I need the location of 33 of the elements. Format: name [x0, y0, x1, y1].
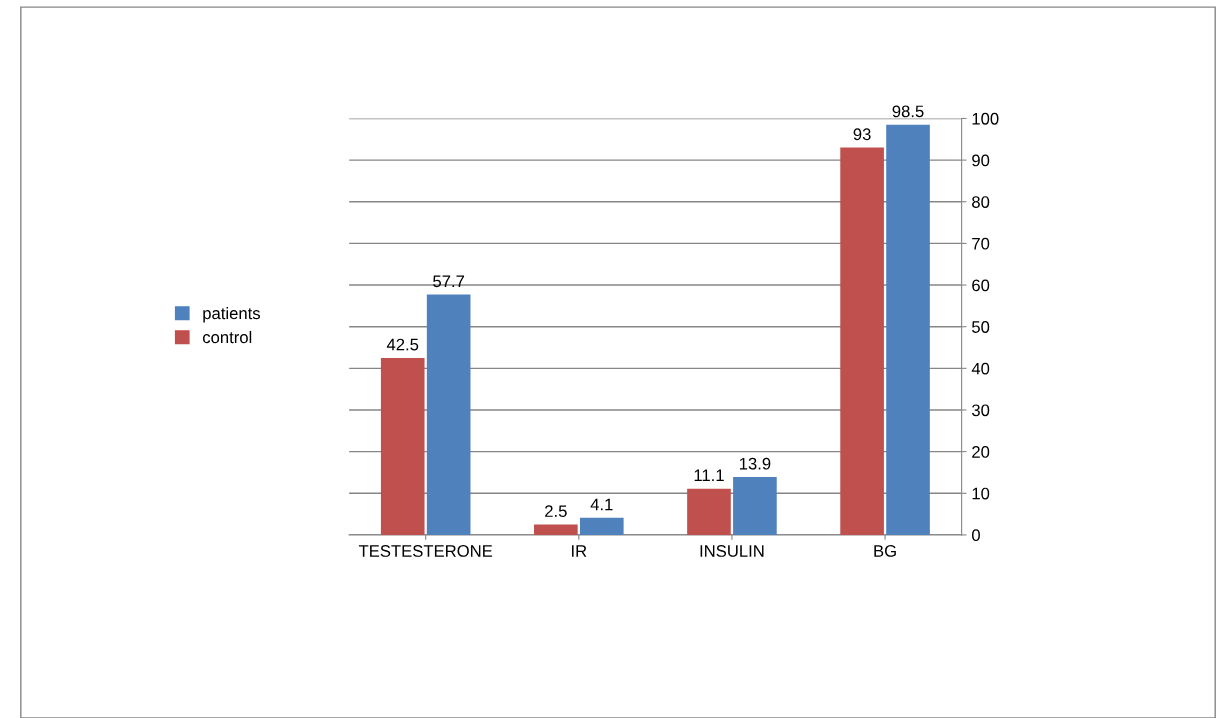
y-tick-label: 80 — [972, 196, 990, 208]
data-label: 42.5 — [386, 338, 419, 351]
bar — [733, 477, 777, 535]
data-label: 2.5 — [545, 505, 567, 518]
bar — [579, 517, 624, 535]
bar — [380, 357, 425, 535]
y-tick-label: 60 — [972, 279, 990, 292]
y-tick-label: 100 — [972, 112, 999, 125]
y-tick-label: 70 — [972, 237, 990, 250]
x-tick-label: TESTESTERONE — [358, 545, 493, 557]
data-label: 93 — [853, 128, 871, 141]
x-tick-label: IR — [572, 545, 587, 557]
y-tick-label: 50 — [972, 321, 990, 333]
y-tick-label: 40 — [971, 362, 990, 375]
y-tick-label: 0 — [972, 529, 980, 542]
bar — [886, 124, 930, 535]
legend-label: patients — [203, 306, 261, 323]
bar — [426, 294, 471, 535]
data-label: 11.1 — [694, 469, 724, 482]
bar — [840, 147, 884, 535]
y-tick-label: 10 — [972, 487, 990, 500]
x-tick-label: INSULIN — [700, 545, 764, 557]
data-label: 57.7 — [433, 275, 465, 288]
bar — [534, 524, 578, 535]
data-label: 4.1 — [590, 498, 613, 511]
data-label: 13.9 — [739, 457, 771, 470]
x-tick-label: BG — [874, 545, 896, 557]
y-tick-label: 30 — [971, 404, 990, 417]
y-tick-label: 90 — [972, 154, 990, 167]
data-label: 98.5 — [892, 105, 924, 118]
bar — [687, 488, 731, 535]
y-tick-label: 20 — [972, 446, 990, 458]
legend-label: control — [202, 330, 252, 344]
